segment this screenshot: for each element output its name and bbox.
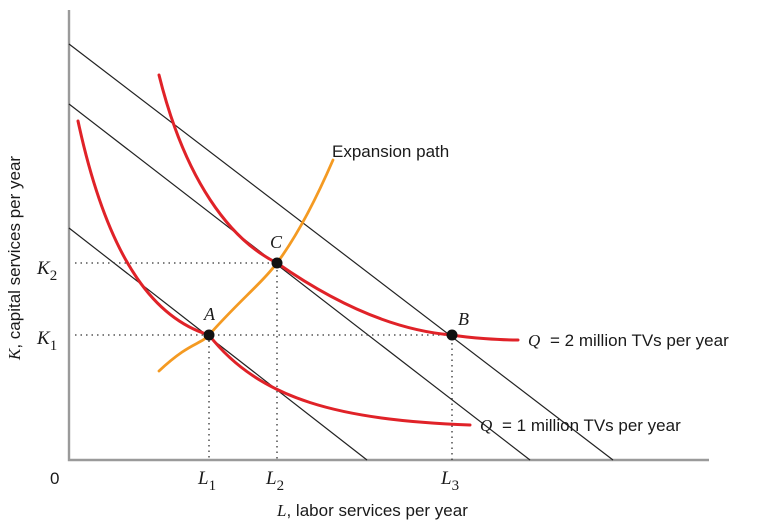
isoquant-high-label: Q = 2 million TVs per year: [528, 331, 729, 350]
x-tick-l2: L2: [265, 468, 284, 494]
x-tick-l1-sub: 1: [209, 478, 217, 494]
point-b-label: B: [458, 309, 469, 329]
isoquant-low-label: Q = 1 million TVs per year: [480, 416, 681, 435]
guide-k2: [75, 262, 278, 460]
x-tick-l2-sub: 2: [277, 478, 285, 494]
isoquant-high-curve: [157, 73, 520, 342]
x-axis-title: L, labor services per year: [276, 501, 468, 520]
isoquant-low-curve: [76, 119, 472, 427]
guide-k1: [75, 334, 453, 460]
x-tick-l1-base: L: [197, 468, 209, 489]
isocost-line-3: [68, 43, 614, 461]
y-tick-k1: K1: [36, 328, 57, 354]
point-a-label: A: [203, 304, 216, 324]
y-axis-label: capital services per year: [5, 156, 24, 340]
y-axis-comma: ,: [5, 339, 24, 348]
x-axis-label: labor services per year: [296, 501, 468, 520]
expansion-path-label: Expansion path: [332, 142, 449, 161]
isoquant-high-text: = 2 million TVs per year: [550, 331, 729, 350]
isoquant-low-text: = 1 million TVs per year: [502, 416, 681, 435]
y-tick-k2-base: K: [36, 258, 51, 279]
x-axis-comma: ,: [286, 501, 295, 520]
x-tick-l1: L1: [197, 468, 216, 494]
y-tick-k1-base: K: [36, 328, 51, 349]
y-axis-var: K: [5, 347, 24, 361]
x-tick-l2-base: L: [265, 468, 277, 489]
x-tick-l3-base: L: [440, 468, 452, 489]
isocost-line-2: [68, 103, 531, 461]
point-a: [203, 329, 215, 341]
point-b: [446, 329, 458, 341]
x-axis-var: L: [276, 501, 286, 520]
y-tick-k2-sub: 2: [50, 268, 58, 284]
isoquant-low-var: Q: [480, 416, 492, 435]
expansion-path-curve: [157, 158, 335, 373]
origin-label: 0: [50, 469, 59, 488]
isoquant-high-var: Q: [528, 331, 540, 350]
y-tick-k2: K2: [36, 258, 57, 284]
y-tick-k1-sub: 1: [50, 338, 58, 354]
x-tick-l3-sub: 3: [452, 478, 460, 494]
point-c: [271, 257, 283, 269]
axes: [67, 10, 709, 462]
x-tick-l3: L3: [440, 468, 459, 494]
y-axis-title: K, capital services per year: [5, 156, 24, 361]
point-c-label: C: [270, 232, 283, 252]
